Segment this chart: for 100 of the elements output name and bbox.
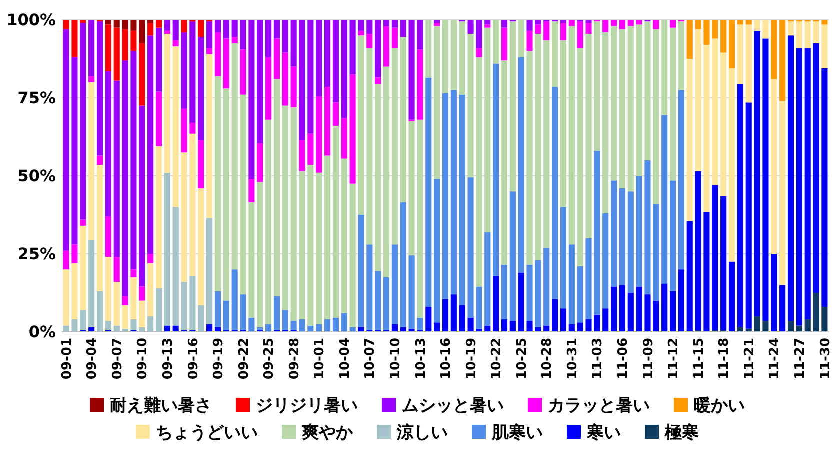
bar [139,20,146,44]
y-tick-label: 50% [18,166,56,186]
bar [114,257,120,282]
bar [586,238,592,320]
bar [383,66,390,278]
bar [434,23,440,26]
bar [788,36,794,322]
bar [568,26,575,245]
bar [172,207,179,326]
bar [257,182,264,328]
bar [257,327,264,330]
bar [156,28,162,92]
bar [628,26,634,192]
bar [181,282,188,330]
bar [375,271,382,330]
bar [535,24,542,34]
x-tick-label: 11-27 [792,338,808,380]
bar [172,20,179,40]
bar [105,216,112,258]
bar [628,20,634,26]
x-tick-label: 11-09 [641,338,656,380]
bar [737,84,744,328]
x-tick-label: 09-01 [60,338,75,380]
bar [274,79,280,296]
bar [586,320,592,332]
x-tick-label: 10-16 [439,338,454,380]
bar [586,34,592,238]
legend-label: ジリジリ暑い [256,396,358,416]
x-tick-label: 11-18 [717,338,732,380]
bar [316,324,322,332]
bar [619,29,626,188]
x-tick-label: 09-13 [160,338,176,380]
bar [198,305,204,332]
bar [484,20,491,25]
x-tick-label: 09-19 [212,338,227,380]
bar [459,94,466,306]
bar [350,20,356,75]
bar [788,321,794,332]
bar [130,20,137,31]
bar [80,310,86,330]
bar [720,196,727,330]
bar [290,20,297,67]
x-tick-label: 10-01 [312,338,328,380]
bar [308,134,314,166]
bar [190,122,196,134]
bar [358,327,364,332]
bar [341,118,348,159]
y-tick-label: 25% [18,244,56,264]
bar [476,286,482,329]
bar [181,20,188,32]
bar [686,59,693,222]
bar [72,57,78,245]
bar [383,20,390,26]
x-tick-label: 11-24 [768,338,783,380]
bar [780,285,786,332]
bar [535,260,542,328]
bar [324,20,331,88]
bar [644,294,651,332]
bar [248,20,255,180]
bar [358,20,364,31]
bar [232,270,238,330]
bar [468,178,474,318]
bar [130,30,137,52]
legend-label: 暖かい [694,396,745,416]
bar [148,263,154,316]
bar [636,20,642,25]
bar [408,121,415,256]
bar [181,32,188,109]
bar [552,87,558,300]
bar [96,22,104,156]
bar [746,20,752,25]
bar [190,22,196,123]
bar [341,20,348,118]
bar [788,22,794,36]
bar [332,318,339,332]
bar [484,232,491,326]
x-tick-label: 09-25 [262,338,278,380]
bar [526,20,533,31]
bar [619,285,626,332]
bar [223,300,230,330]
bar [780,20,786,102]
bar [560,308,567,332]
bar [130,277,137,320]
bar [728,68,736,262]
x-tick-label: 10-04 [338,338,353,380]
bar [206,324,213,332]
bar [282,20,288,53]
bar [232,37,238,44]
bar [619,188,626,286]
bar [417,50,424,120]
bar [96,291,104,332]
bar [586,20,592,24]
bar [164,20,170,31]
bar [290,66,297,108]
bar [214,20,222,32]
bar [417,120,424,318]
bar [577,48,584,266]
bar [501,320,508,332]
bar [248,179,255,203]
bar [417,20,424,50]
